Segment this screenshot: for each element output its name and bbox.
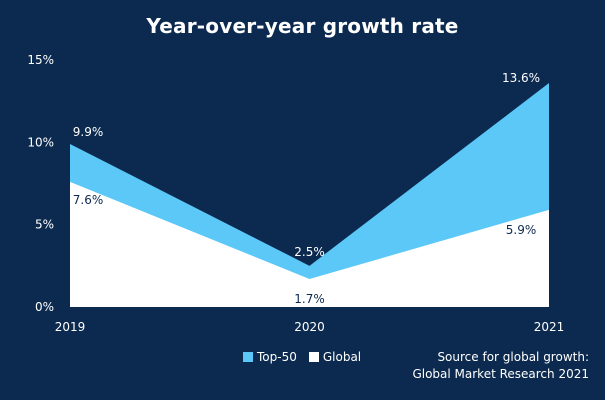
chart-title: Year-over-year growth rate [146, 14, 459, 38]
area-global [70, 181, 549, 307]
legend-label-top50: Top-50 [257, 350, 297, 364]
x-tick-label: 2019 [55, 320, 86, 334]
data-label-global: 1.7% [294, 292, 325, 306]
legend-item-top50: Top-50 [243, 350, 297, 364]
data-label-global: 5.9% [506, 223, 537, 237]
data-label-global: 7.6% [73, 193, 104, 207]
x-tick-label: 2021 [534, 320, 565, 334]
legend-item-global: Global [308, 350, 362, 364]
y-tick-label: 10% [27, 135, 54, 149]
legend-swatch-global [308, 352, 319, 362]
data-label-top50: 13.6% [502, 71, 540, 85]
data-label-top50: 2.5% [294, 245, 325, 259]
source-note: Source for global growth: Global Market … [412, 349, 589, 383]
legend: Top-50 Global [243, 350, 373, 364]
y-tick-label: 15% [27, 53, 54, 67]
legend-label-global: Global [322, 350, 362, 364]
x-tick-label: 2020 [294, 320, 325, 334]
y-tick-label: 0% [35, 300, 54, 314]
source-note-line1: Source for global growth: [437, 350, 589, 364]
legend-swatch-top50 [243, 352, 253, 362]
source-note-line2: Global Market Research 2021 [412, 367, 589, 381]
y-tick-label: 5% [35, 218, 54, 232]
data-label-top50: 9.9% [73, 125, 104, 139]
